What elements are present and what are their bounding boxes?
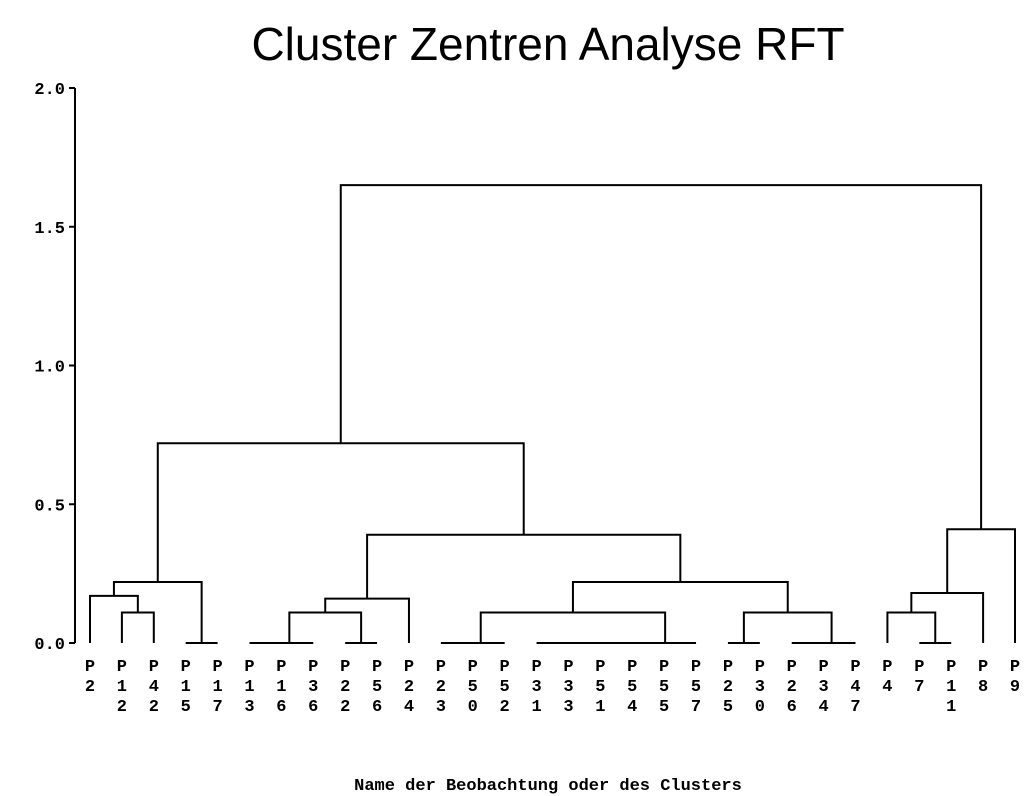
link [288, 611, 363, 643]
link [886, 611, 937, 643]
y-tick-label: 1.5 [34, 220, 65, 239]
link [366, 533, 682, 599]
link [946, 528, 1016, 643]
link [742, 611, 833, 643]
y-tick-label: 0.0 [34, 636, 65, 655]
link [910, 592, 985, 643]
chart-title: Cluster Zentren Analyse RFT [251, 18, 844, 70]
link [156, 442, 525, 582]
x-axis-label: Name der Beobachtung oder des Clusters [354, 777, 742, 796]
link [571, 580, 789, 613]
link [89, 594, 139, 643]
y-tick-label: 0.5 [34, 497, 65, 516]
link [324, 597, 410, 643]
link [120, 611, 155, 643]
link [339, 184, 983, 530]
link [479, 611, 667, 643]
y-tick-label: 2.0 [34, 81, 65, 100]
y-tick-label: 1.0 [34, 359, 65, 378]
